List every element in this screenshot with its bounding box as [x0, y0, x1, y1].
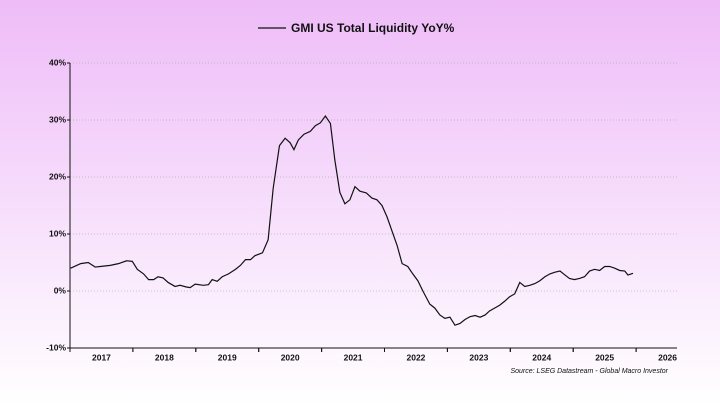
y-tick-label: 10% — [49, 228, 66, 238]
y-tick-label: -10% — [46, 342, 66, 352]
y-tick-label: 40% — [49, 57, 66, 67]
y-tick-label: 0% — [54, 285, 67, 295]
source-note: Source: LSEG Datastream - Global Macro I… — [510, 368, 668, 375]
x-tick-label: 2023 — [469, 352, 488, 362]
x-tick-label: 2018 — [155, 352, 174, 362]
legend-label: GMI US Total Liquidity YoY% — [291, 21, 455, 35]
y-tick-label: 30% — [49, 114, 66, 124]
x-tick-label: 2026 — [658, 352, 677, 362]
x-tick-label: 2020 — [281, 352, 300, 362]
x-tick-label: 2017 — [92, 352, 111, 362]
y-tick-label: 20% — [49, 171, 66, 181]
x-tick-label: 2025 — [595, 352, 614, 362]
x-tick-label: 2019 — [218, 352, 237, 362]
series-line — [70, 114, 634, 326]
x-tick-label: 2024 — [532, 352, 551, 362]
x-tick-label: 2021 — [344, 352, 363, 362]
x-tick-label: 2022 — [406, 352, 425, 362]
